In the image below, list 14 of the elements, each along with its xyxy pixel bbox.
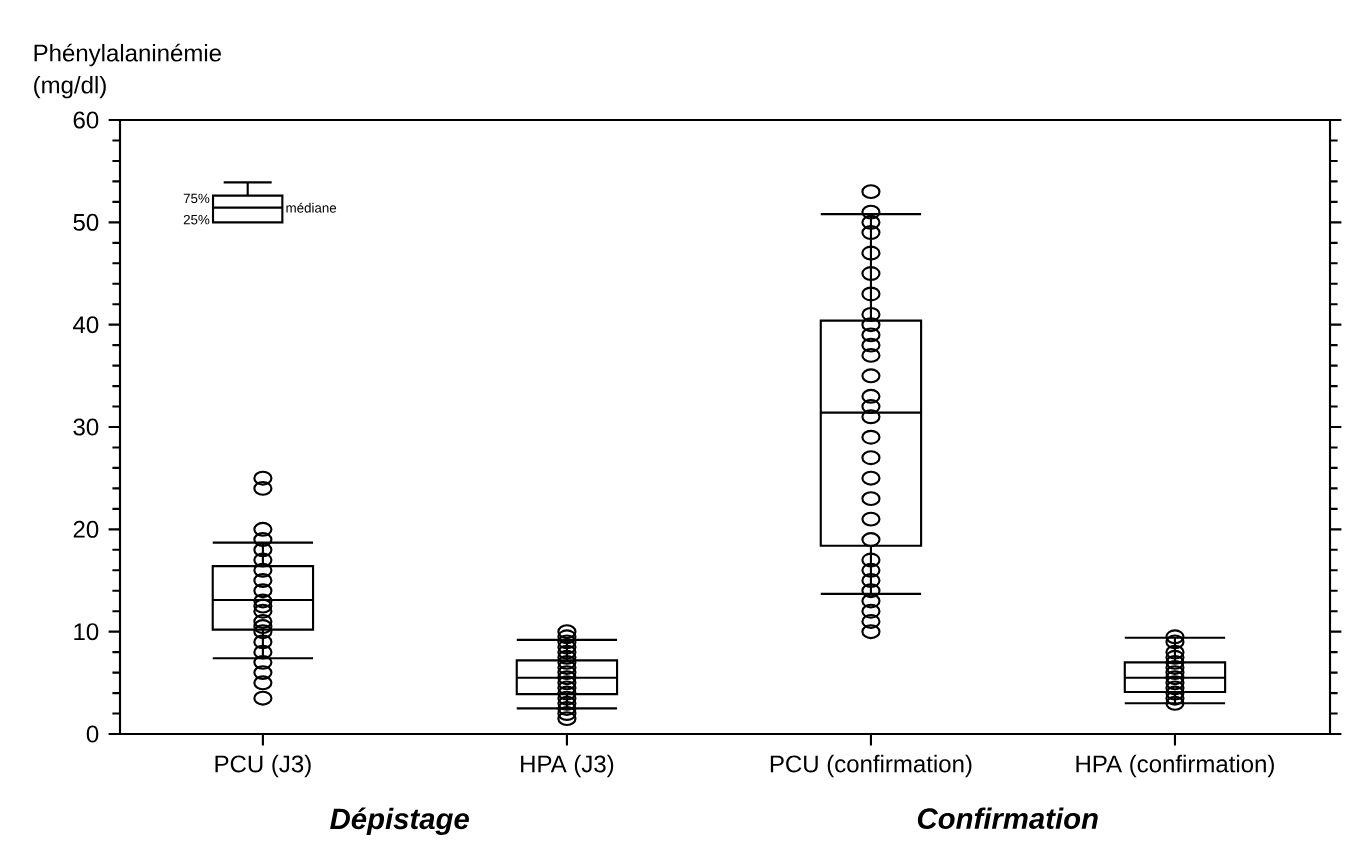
x-tick-label: HPA (J3)	[521, 754, 614, 778]
text: Dépistage	[330, 807, 469, 835]
y-tick-label: 60	[73, 111, 99, 129]
x-tick-label: HPA (confirmation)	[1076, 754, 1274, 778]
y-tick-label: 0	[86, 725, 99, 743]
y-axis-title: Phénylalaninémie (mg/dl)	[34, 43, 221, 99]
x-tick-label: PCU (confirmation)	[770, 754, 972, 778]
y-tick-label: 30	[73, 418, 99, 436]
y-tick-label: 50	[73, 213, 99, 231]
y-tick-label: 40	[73, 316, 99, 334]
x-tick-label: PCU (J3)	[215, 754, 311, 778]
y-tick-label: 20	[73, 520, 99, 538]
text: Confirmation	[917, 807, 1098, 829]
y-tick-label: 10	[74, 623, 99, 641]
